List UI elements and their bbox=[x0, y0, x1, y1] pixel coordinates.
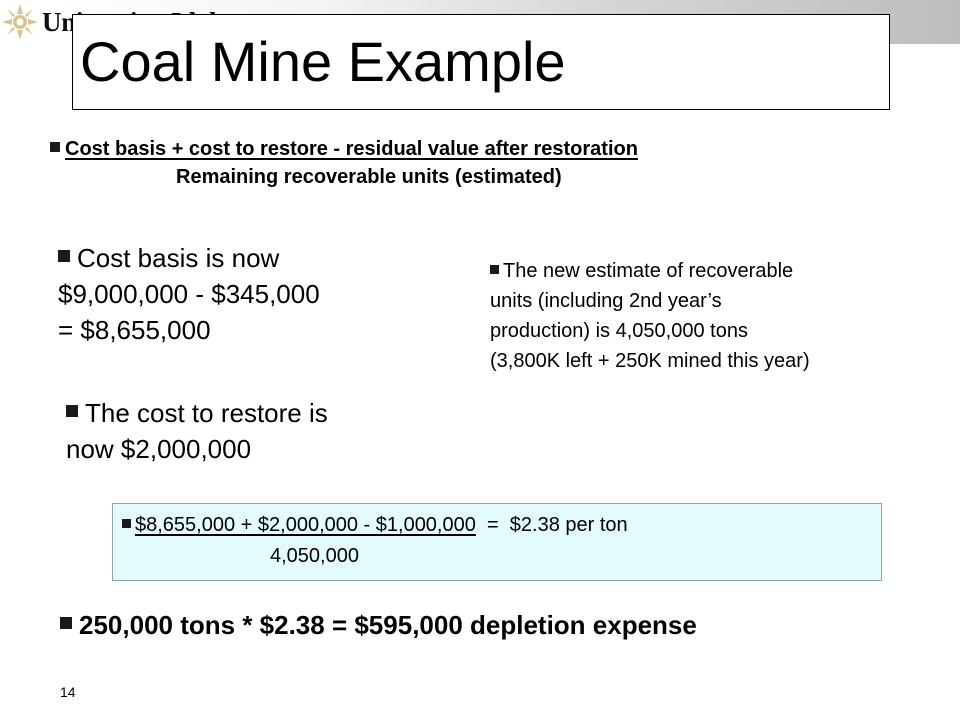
recoverable-units-block: The new estimate of recoverable units (i… bbox=[490, 256, 810, 376]
bullet-icon bbox=[490, 265, 499, 275]
calculation-numerator: $8,655,000 + $2,000,000 - $1,000,000 bbox=[135, 514, 476, 536]
recoverable-line2: units (including 2nd year’s bbox=[490, 290, 722, 312]
formula-denominator: Remaining recoverable units (estimated) bbox=[176, 166, 562, 188]
sun-emblem-icon bbox=[2, 4, 38, 40]
bullet-icon bbox=[50, 141, 60, 152]
bullet-icon bbox=[58, 250, 70, 263]
restore-line1: The cost to restore is bbox=[66, 395, 328, 431]
bullet-icon bbox=[60, 617, 72, 630]
calculation-box bbox=[112, 503, 882, 581]
bullet-icon bbox=[66, 405, 78, 418]
bullet-icon bbox=[122, 519, 131, 529]
restore-text1: The cost to restore is bbox=[85, 398, 328, 428]
calculation-result: = $2.38 per ton bbox=[475, 514, 628, 536]
depletion-result: 250,000 tons * $2.38 = $595,000 depletio… bbox=[60, 610, 697, 641]
page-number: 14 bbox=[60, 684, 76, 700]
formula-numerator: Cost basis + cost to restore - residual … bbox=[65, 138, 638, 160]
recoverable-line4: (3,800K left + 250K mined this year) bbox=[490, 350, 810, 372]
recoverable-line3: production) is 4,050,000 tons bbox=[490, 320, 748, 342]
cost-basis-line2: $9,000,000 - $345,000 bbox=[58, 279, 320, 309]
restore-cost-block: The cost to restore is now $2,000,000 bbox=[66, 395, 328, 467]
cost-basis-text1: Cost basis is now bbox=[77, 243, 280, 273]
recoverable-text1: The new estimate of recoverable bbox=[503, 260, 794, 282]
title-box bbox=[72, 14, 890, 110]
depletion-result-text: 250,000 tons * $2.38 = $595,000 depletio… bbox=[79, 610, 697, 640]
restore-line2: now $2,000,000 bbox=[66, 434, 252, 464]
cost-basis-block: Cost basis is now $9,000,000 - $345,000 … bbox=[58, 240, 320, 348]
calculation-numerator-line: $8,655,000 + $2,000,000 - $1,000,000 = $… bbox=[122, 514, 628, 537]
formula-numerator-line: Cost basis + cost to restore - residual … bbox=[50, 134, 638, 164]
slide-title: Coal Mine Example bbox=[80, 30, 566, 93]
cost-basis-line1: Cost basis is now bbox=[58, 240, 320, 276]
cost-basis-line3: = $8,655,000 bbox=[58, 315, 211, 345]
recoverable-line1: The new estimate of recoverable bbox=[490, 256, 810, 286]
calculation-denominator: 4,050,000 bbox=[270, 545, 359, 567]
